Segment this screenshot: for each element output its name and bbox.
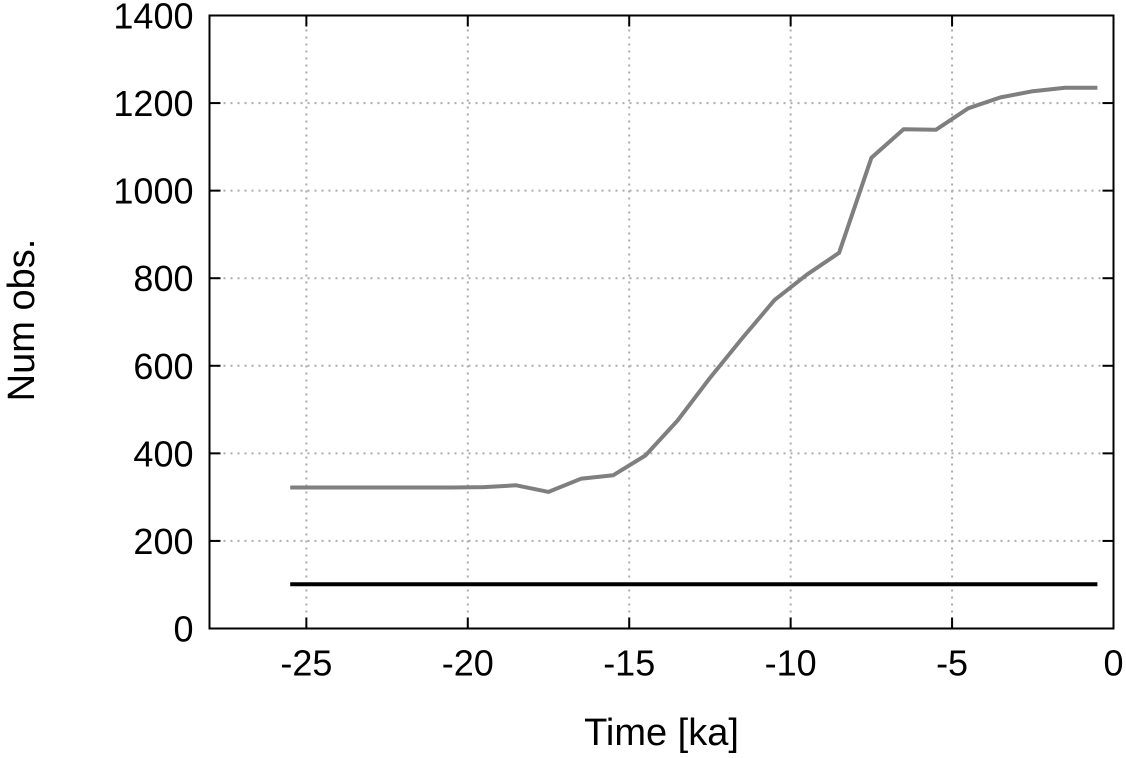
x-tick-label: 0 — [1103, 643, 1123, 684]
y-tick-label: 1000 — [113, 171, 193, 212]
x-tick-label: -20 — [442, 643, 494, 684]
plot-border — [208, 14, 1115, 630]
x-axis-title: Time [ka] — [584, 712, 739, 754]
y-tick-label: 1200 — [113, 83, 193, 124]
x-tick-label: -10 — [765, 643, 817, 684]
x-tick-label: -25 — [280, 643, 332, 684]
y-tick-label: 600 — [133, 346, 193, 387]
series-line-num-obs-cumulative — [290, 85, 1098, 494]
y-tick-label: 200 — [133, 521, 193, 562]
x-tick-label: -5 — [936, 643, 968, 684]
y-tick-label: 0 — [173, 609, 193, 650]
x-tick-label: -15 — [603, 643, 655, 684]
y-tick-label: 800 — [133, 258, 193, 299]
y-tick-label: 400 — [133, 433, 193, 474]
y-tick-label: 1400 — [113, 0, 193, 37]
y-axis-title: Num obs. — [1, 238, 43, 402]
